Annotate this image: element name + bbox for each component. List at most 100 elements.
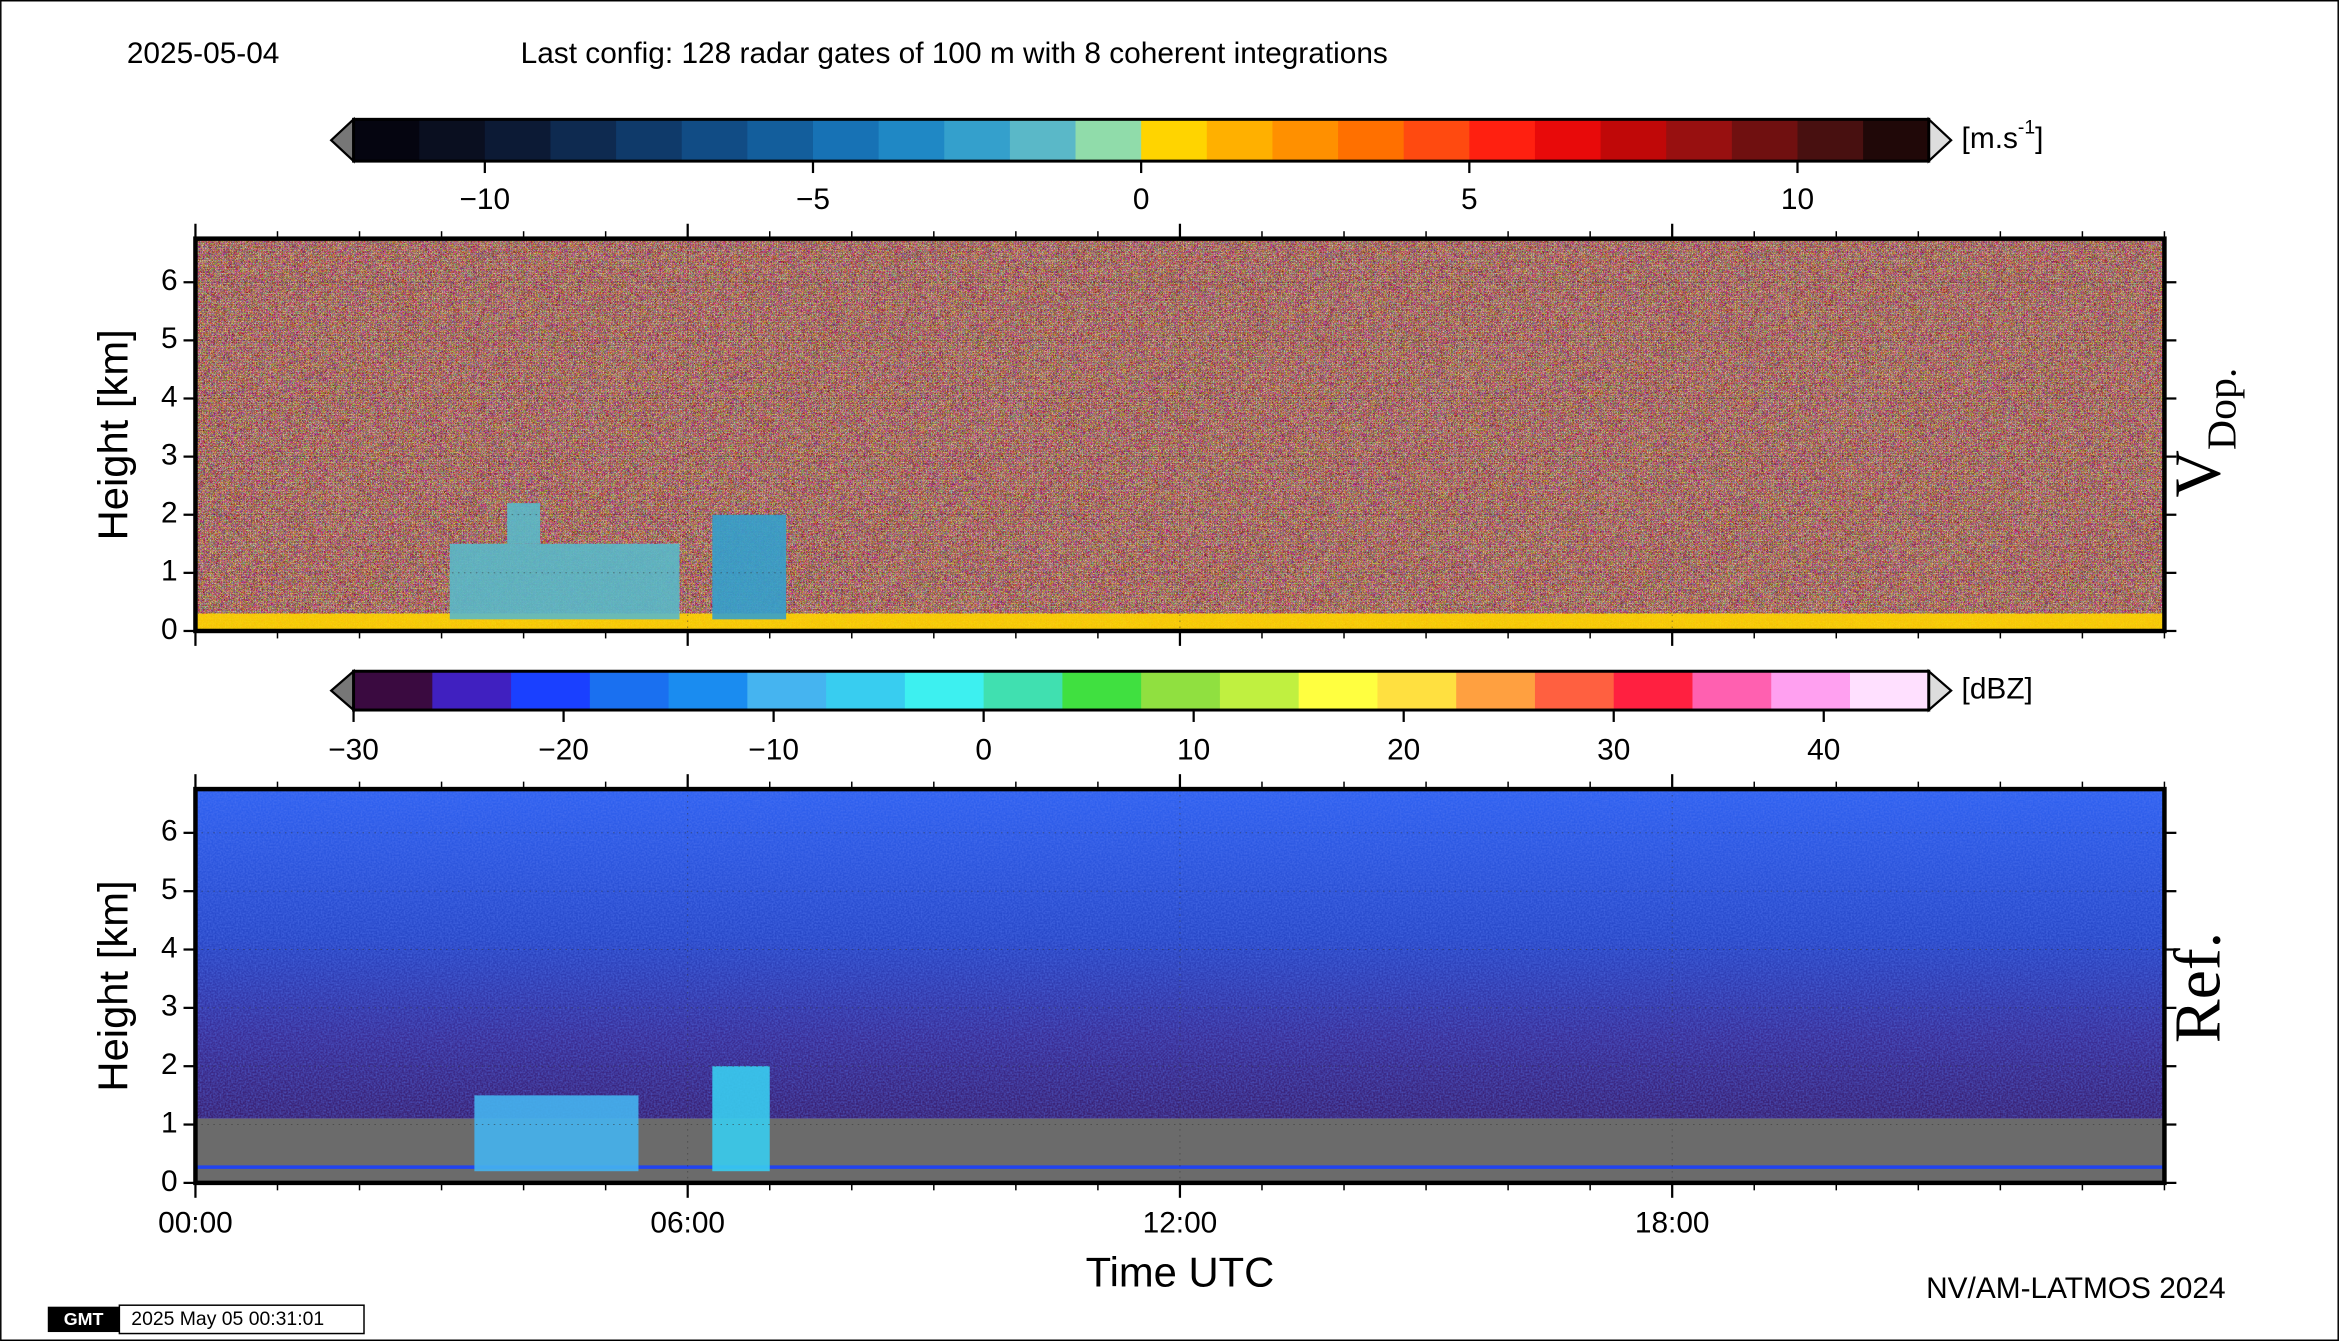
colorbar-swatch — [1272, 119, 1339, 162]
colorbar-tick-label: 40 — [1807, 734, 1840, 767]
y-tick-label: 3 — [161, 990, 178, 1023]
colorbar-swatch — [1666, 119, 1733, 162]
y-axis-title: Height [km] — [89, 880, 136, 1091]
side-label: Ref. — [2163, 932, 2235, 1043]
logo-box — [47, 1306, 120, 1333]
colorbar-swatch — [616, 119, 683, 162]
colorbar-swatch — [1469, 119, 1536, 162]
y-tick-label: 0 — [161, 1165, 178, 1198]
side-label-main: V — [2163, 450, 2235, 497]
y-axis-title: Height [km] — [89, 329, 136, 540]
colorbar-arrow-high — [1927, 116, 1953, 164]
echo-region — [449, 543, 680, 620]
echo-region — [474, 1095, 639, 1172]
unit-text: [m.s — [1962, 122, 2018, 155]
colorbar-unit: [dBZ] — [1962, 673, 2033, 706]
colorbar-tick-label: 10 — [1177, 734, 1210, 767]
colorbar-tick-label: −30 — [328, 734, 379, 767]
colorbar-swatch — [826, 671, 906, 711]
side-label-main: Ref. — [2163, 932, 2235, 1043]
x-tick-label: 00:00 — [158, 1207, 233, 1240]
colorbar-swatch — [747, 671, 827, 711]
unit-superscript: -1 — [2018, 116, 2035, 138]
colorbar-swatch — [1206, 119, 1274, 162]
colorbar-swatch — [1863, 119, 1930, 162]
y-tick-label: 5 — [161, 873, 178, 906]
colorbar-tick-label: 30 — [1597, 734, 1630, 767]
date: 2025-05-04 — [127, 37, 280, 70]
echo-region — [507, 503, 541, 544]
colorbar-swatch — [1534, 671, 1615, 711]
colorbar-swatch — [1456, 671, 1536, 711]
colorbar-arrow-low — [329, 116, 355, 164]
colorbar-swatch — [589, 671, 670, 711]
colorbar-swatch — [353, 119, 420, 162]
y-tick-label: 2 — [161, 497, 178, 530]
colorbar-swatch — [1377, 671, 1457, 711]
colorbar-tick-label: −20 — [538, 734, 589, 767]
colorbar-swatch — [1849, 671, 1930, 711]
colorbar-frame — [352, 669, 1931, 712]
colorbar-tick-label: 10 — [1781, 183, 1814, 216]
side-label-sub: Dop. — [2199, 368, 2245, 450]
colorbar-tick-label: 0 — [975, 734, 992, 767]
colorbar-tick-label: 5 — [1461, 183, 1478, 216]
colorbar-tick-label: 20 — [1387, 734, 1420, 767]
colorbar-swatch — [484, 119, 552, 162]
colorbar-swatch — [983, 671, 1063, 711]
colorbar-swatch — [1062, 671, 1142, 711]
colorbar-swatch — [681, 119, 748, 162]
timestamp-box — [118, 1304, 365, 1335]
colorbar-arrow-low — [329, 668, 355, 713]
colorbar-swatch — [1009, 119, 1077, 162]
colorbar-swatch — [1692, 671, 1772, 711]
colorbar-swatch — [1338, 119, 1405, 162]
y-tick-label: 1 — [161, 1106, 178, 1139]
colorbar-swatch — [1731, 119, 1799, 162]
colorbar-swatch — [812, 119, 880, 162]
y-tick-label: 2 — [161, 1048, 178, 1081]
colorbar-unit: [m.s-1] — [1962, 116, 2044, 155]
y-tick-label: 6 — [161, 815, 178, 848]
plot-frame — [193, 236, 2167, 634]
colorbar-swatch — [747, 119, 814, 162]
y-tick-label: 0 — [161, 613, 178, 646]
colorbar-swatch — [432, 671, 512, 711]
colorbar-swatch — [353, 671, 433, 711]
x-tick-label: 12:00 — [1143, 1207, 1218, 1240]
colorbar-swatch — [419, 119, 486, 162]
colorbar-swatch — [1613, 671, 1694, 711]
colorbar-tick-label: −5 — [796, 183, 830, 216]
colorbar-tick-label: −10 — [460, 183, 511, 216]
colorbar-tick-label: 0 — [1133, 183, 1150, 216]
colorbar-tick-label: −10 — [748, 734, 799, 767]
x-tick-label: 18:00 — [1635, 1207, 1710, 1240]
echo-region — [712, 1066, 770, 1172]
y-tick-label: 3 — [161, 438, 178, 471]
unit-text: [dBZ] — [1962, 673, 2033, 706]
colorbar-swatch — [550, 119, 617, 162]
logo: GMT — [64, 1309, 104, 1329]
plot-frame — [193, 786, 2167, 1186]
y-tick-label: 4 — [161, 931, 178, 964]
timestamp: 2025 May 05 00:31:01 — [131, 1308, 324, 1330]
colorbar-swatch — [511, 671, 591, 711]
colorbar-swatch — [878, 119, 945, 162]
colorbar-swatch — [944, 119, 1011, 162]
x-axis-title: Time UTC — [1086, 1248, 1275, 1295]
colorbar-swatch — [1141, 671, 1221, 711]
x-tick-label: 06:00 — [650, 1207, 725, 1240]
y-tick-label: 1 — [161, 555, 178, 588]
y-tick-label: 4 — [161, 380, 178, 413]
noise — [195, 789, 2165, 1119]
colorbar-swatch — [1075, 119, 1142, 162]
colorbar-arrow-high — [1927, 668, 1953, 713]
credit: NV/AM-LATMOS 2024 — [1926, 1272, 2225, 1305]
colorbar-swatch — [1534, 119, 1602, 162]
colorbar-swatch — [1797, 119, 1864, 162]
colorbar-swatch — [1141, 119, 1208, 162]
colorbar-swatch — [1771, 671, 1851, 711]
